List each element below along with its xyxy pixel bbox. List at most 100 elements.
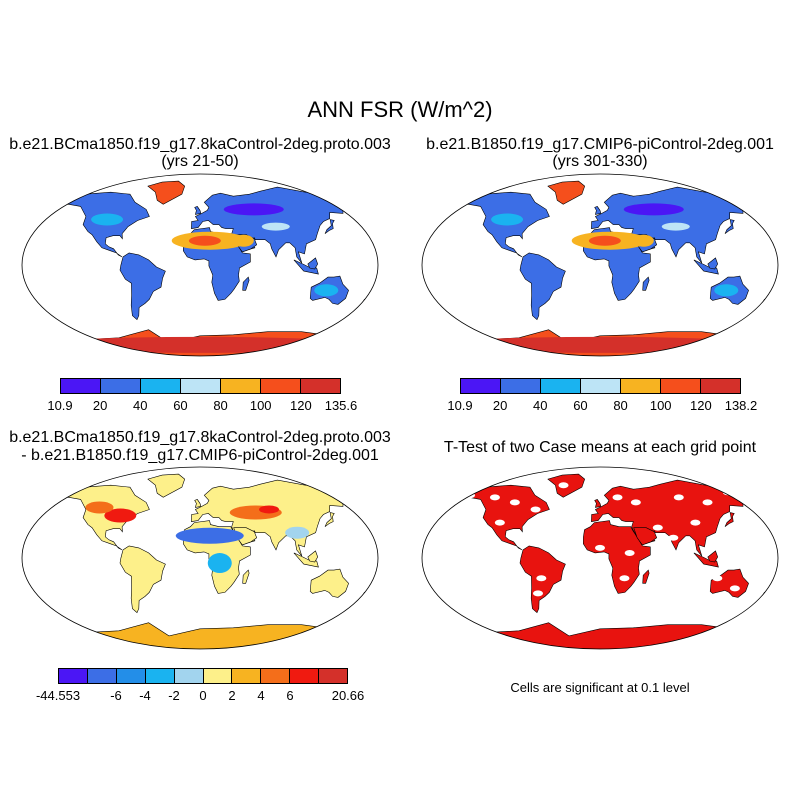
diff-se-asia (285, 526, 310, 539)
difference-colorbar-swatch-2 (116, 669, 146, 683)
not-significant-cell-17 (712, 575, 723, 582)
case-colorbar-swatch-2 (141, 379, 181, 393)
diff-title-line1: b.e21.BCma1850.f19_g17.8kaControl-2deg.p… (9, 429, 391, 446)
difference-colorbar-swatch-0 (59, 669, 88, 683)
antarctica-interior (430, 336, 770, 353)
sig-land-eurasia (591, 479, 757, 557)
difference-colorbar-swatch-9 (319, 669, 348, 683)
control-colorbar-label-7: 138.2 (724, 398, 758, 413)
map-frame (421, 173, 779, 357)
sig-land-northAmerica (455, 484, 550, 551)
difference-colorbar-label-4: 0 (199, 688, 207, 703)
case-colorbar-swatch-1 (101, 379, 141, 393)
case-map (21, 173, 379, 357)
difference-colorbar-label-7: 6 (286, 688, 294, 703)
land-japan (724, 219, 735, 234)
case-colorbar-swatch-3 (181, 379, 221, 393)
diff-land-greenland (147, 473, 186, 498)
sig-land-uk (594, 499, 602, 508)
land-indonesia (693, 259, 719, 275)
difference-map (21, 466, 379, 650)
difference-colorbar-swatch-3 (145, 669, 175, 683)
case-title-line2: (yrs 21-50) (161, 153, 239, 170)
control-colorbar-swatch-3 (581, 379, 621, 393)
ttest-map (421, 466, 779, 650)
land-uk (194, 206, 202, 215)
diff-na-east (104, 508, 137, 523)
australia-interior (714, 284, 739, 297)
land-greenland (547, 180, 586, 205)
control-colorbar-label-4: 80 (613, 398, 628, 413)
sig-land-indonesia (693, 552, 719, 568)
difference-colorbar-label-2: -4 (139, 688, 151, 703)
not-significant-cell-5 (536, 575, 547, 582)
land-uk (594, 206, 602, 215)
case-colorbar (60, 378, 341, 394)
not-significant-cell-16 (624, 549, 635, 556)
diff-land-australia (309, 568, 349, 598)
case-colorbar-swatch-5 (261, 379, 301, 393)
case-colorbar-label-1: 20 (92, 398, 108, 413)
difference-colorbar-swatch-5 (203, 669, 233, 683)
difference-colorbar-label-5: 2 (228, 688, 236, 703)
great-plains (91, 213, 124, 226)
antarctica-interior (30, 336, 370, 353)
not-significant-cell-3 (530, 506, 541, 513)
land-borneo (307, 257, 319, 270)
not-significant-cell-12 (690, 519, 701, 526)
difference-colorbar-swatch-6 (232, 669, 262, 683)
diff-title-line2: - b.e21.B1850.f19_g17.CMIP6-piControl-2d… (21, 447, 379, 464)
diff-congo (207, 553, 232, 574)
control-colorbar-swatch-6 (701, 379, 740, 393)
control-colorbar-label-5: 100 (649, 398, 672, 413)
difference-colorbar-label-1: -6 (110, 688, 122, 703)
arabia-region (233, 234, 254, 247)
case-colorbar-label-2: 40 (133, 398, 148, 413)
case-colorbar-label-6: 120 (289, 398, 312, 413)
not-significant-cell-8 (630, 499, 641, 506)
control-colorbar-swatch-1 (501, 379, 541, 393)
control-colorbar-swatch-0 (461, 379, 501, 393)
diff-land-eurasia (191, 479, 357, 557)
case-colorbar-label-4: 80 (213, 398, 228, 413)
difference-colorbar-label-6: 4 (257, 688, 265, 703)
difference-colorbar-swatch-4 (174, 669, 204, 683)
land-madagascar (242, 276, 250, 291)
case-colorbar-swatch-0 (61, 379, 101, 393)
map-frame (421, 466, 779, 650)
sig-land-borneo (707, 550, 719, 563)
australia-interior (314, 284, 339, 297)
difference-colorbar-label-3: -2 (168, 688, 180, 703)
not-significant-cell-10 (702, 499, 713, 506)
diff-land-indonesia (293, 552, 319, 568)
diff-land-uk (194, 499, 202, 508)
ttest-title: T-Test of two Case means at each grid po… (443, 439, 757, 456)
diff-land-japan (324, 512, 335, 527)
central-asia-region (661, 222, 690, 231)
difference-colorbar-swatch-1 (87, 669, 117, 683)
case-colorbar-swatch-4 (221, 379, 261, 393)
not-significant-cell-4 (494, 519, 505, 526)
not-significant-cell-7 (612, 494, 623, 501)
diff-land-southAmerica (119, 545, 166, 614)
case-title-line1: b.e21.BCma1850.f19_g17.8kaControl-2deg.p… (9, 136, 391, 153)
case-colorbar-swatch-6 (301, 379, 340, 393)
case-colorbar-label-7: 135.6 (324, 398, 358, 413)
not-significant-cell-9 (673, 494, 684, 501)
control-colorbar-swatch-5 (661, 379, 701, 393)
not-significant-cell-20 (558, 482, 569, 489)
diff-asia-core (259, 505, 280, 514)
not-significant-cell-2 (509, 499, 520, 506)
arabia-region (633, 234, 654, 247)
control-colorbar-swatch-2 (541, 379, 581, 393)
land-greenland (147, 180, 186, 205)
control-colorbar-label-3: 60 (573, 398, 588, 413)
control-colorbar (460, 378, 741, 394)
case-colorbar-label-3: 60 (173, 398, 188, 413)
siberia-dark (223, 203, 284, 216)
not-significant-cell-1 (489, 494, 500, 501)
sig-land-japan (724, 512, 735, 527)
control-colorbar-label-6: 120 (689, 398, 712, 413)
diff-amazon (130, 558, 151, 579)
difference-colorbar-swatch-8 (290, 669, 320, 683)
